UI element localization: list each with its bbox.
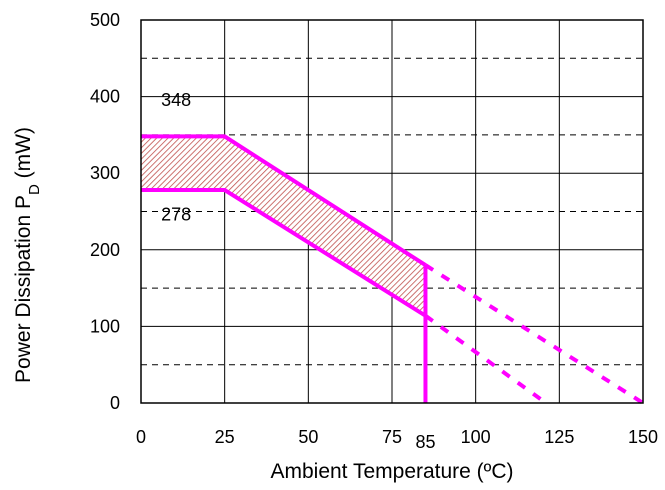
series-layer [141, 134, 645, 405]
y-axis-title-main: Power Dissipation P [12, 195, 35, 383]
annotation-278: 278 [161, 205, 191, 225]
x-tick-label-50: 50 [298, 427, 318, 447]
y-axis-title-unit: (mW) [12, 127, 35, 184]
y-axis-title-sub: D [26, 184, 43, 195]
y-tick-label-500: 500 [90, 10, 120, 30]
x-tick-label-75: 75 [382, 427, 402, 447]
x-tick-label-100: 100 [461, 427, 491, 447]
x-tick-label-150: 150 [628, 427, 658, 447]
y-tick-label-400: 400 [90, 87, 120, 107]
grid [141, 20, 643, 403]
series-line-3 [424, 263, 645, 405]
x-axis-title: Ambient Temperature (ºC) [270, 460, 513, 483]
x-tick-label-0: 0 [136, 427, 146, 447]
y-tick-label-100: 100 [90, 316, 120, 336]
x-tick-label-125: 125 [544, 427, 574, 447]
y-tick-label-300: 300 [90, 163, 120, 183]
x-tick-label-25: 25 [215, 427, 235, 447]
annotations: 348 278 [161, 90, 191, 225]
y-axis-title: Power Dissipation PD (mW) [12, 127, 43, 383]
series-line-4 [424, 314, 548, 405]
plot-frame [140, 19, 644, 404]
y-tick-label-0: 0 [110, 393, 120, 413]
plot-area-border [140, 19, 644, 404]
y-tick-label-200: 200 [90, 240, 120, 260]
x-tick-label-85: 85 [415, 432, 435, 452]
series-line-2 [141, 188, 427, 318]
tick-labels: 0 25 50 75 100 125 150 85 0 100 200 300 400 500 [90, 10, 658, 452]
annotation-348: 348 [161, 90, 191, 110]
series-line-1 [141, 134, 427, 267]
